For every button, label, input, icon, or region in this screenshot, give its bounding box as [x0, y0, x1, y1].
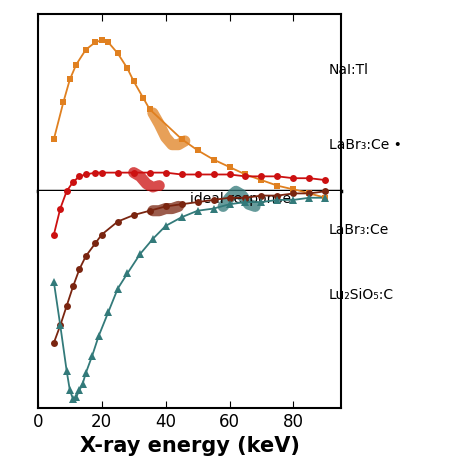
Text: Lu₂SiO₅:C: Lu₂SiO₅:C	[328, 288, 393, 302]
X-axis label: X-ray energy (keV): X-ray energy (keV)	[80, 436, 300, 456]
Text: LaBr₃:Ce •: LaBr₃:Ce •	[328, 137, 401, 152]
Text: ideal response: ideal response	[190, 192, 291, 206]
Text: NaI:Tl: NaI:Tl	[328, 63, 368, 77]
Text: LaBr₃:Ce: LaBr₃:Ce	[328, 223, 389, 237]
